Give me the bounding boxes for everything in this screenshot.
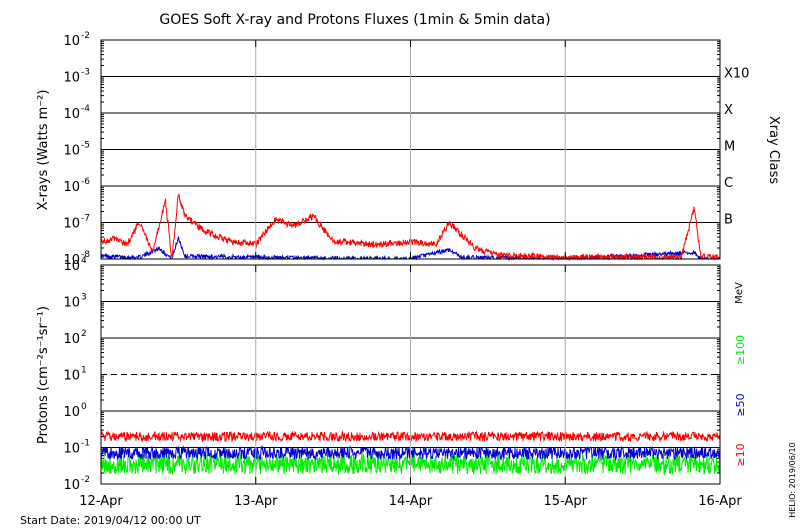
xray-panel: 10-210-310-410-510-610-710-8 X-rays (Wat…	[36, 31, 781, 268]
proton-y-tick-label: 10	[63, 478, 80, 493]
proton-y-tick-exponent: 3	[81, 293, 87, 303]
xray-y-tick-labels: 10-210-310-410-510-610-710-8	[63, 31, 90, 268]
proton-y-tick-label: 10	[63, 405, 80, 420]
xray-y-tick-exponent: -3	[81, 68, 90, 78]
xray-y-tick-exponent: -4	[81, 104, 90, 114]
proton-gridlines	[101, 264, 720, 485]
xray-class-labels: X10 X M C B	[724, 66, 749, 227]
proton-y-tick-exponent: -2	[81, 475, 90, 485]
proton-y-tick-label: 10	[63, 369, 80, 384]
proton-y-tick-exponent: 2	[81, 329, 87, 339]
xray-class-label: M	[724, 139, 735, 154]
xray-y-tick-label: 10	[63, 217, 80, 232]
xray-y-tick-exponent: -6	[81, 177, 90, 187]
proton-energy-labels: ≥100 ≥50 ≥10	[734, 335, 747, 467]
xray-y-tick-exponent: -2	[81, 31, 90, 41]
proton-y-tick-label: 10	[63, 259, 80, 274]
proton-y-tick-exponent: -1	[81, 439, 90, 449]
xray-y-tick-label: 10	[63, 107, 80, 122]
x-tick-label: 13-Apr	[234, 494, 278, 509]
proton-y-tick-exponent: 1	[81, 366, 87, 376]
xray-y-tick-exponent: -5	[81, 141, 90, 151]
xray-y-tick-label: 10	[63, 34, 80, 49]
proton-y-tick-exponent: 0	[81, 402, 87, 412]
proton-energy-label: ≥100	[734, 335, 747, 365]
xray-y-tick-label: 10	[63, 144, 80, 159]
proton-y-tick-label: 10	[63, 296, 80, 311]
xray-y-tick-exponent: -8	[81, 250, 90, 260]
xray-y-tick-exponent: -7	[81, 214, 90, 224]
proton-y-tick-label: 10	[63, 332, 80, 347]
proton-y-tick-label: 10	[63, 442, 80, 457]
start-date-label: Start Date: 2019/04/12 00:00 UT	[20, 514, 201, 527]
proton-energy-label: ≥50	[734, 393, 747, 416]
xray-y-tick-label: 10	[63, 180, 80, 195]
proton-energy-label: ≥10	[734, 443, 747, 466]
xray-class-label: B	[724, 212, 733, 227]
x-tick-label: 14-Apr	[389, 494, 433, 509]
x-tick-label: 12-Apr	[79, 494, 123, 509]
x-tick-label: 15-Apr	[544, 494, 588, 509]
proton-y-axis-label: Protons (cm⁻²s⁻¹sr⁻¹)	[36, 306, 51, 444]
proton-unit-label: MeV	[734, 282, 745, 304]
credit-label: HELIO: 2019/06/10	[788, 442, 797, 517]
xray-class-label: X10	[724, 66, 749, 81]
xray-class-label: C	[724, 176, 733, 191]
chart-title: GOES Soft X-ray and Protons Fluxes (1min…	[159, 12, 550, 28]
xray-y-axis-label: X-rays (Watts m⁻²)	[36, 90, 51, 211]
xray-y-tick-label: 10	[63, 71, 80, 86]
xray-class-axis-title: Xray Class	[766, 116, 781, 184]
x-tick-label: 16-Apr	[698, 494, 742, 509]
x-axis-ticks: 12-Apr 13-Apr 14-Apr 15-Apr 16-Apr	[79, 40, 742, 509]
xray-y-tick-label: 10	[63, 253, 80, 268]
xray-class-label: X	[724, 103, 733, 118]
proton-y-tick-exponent: 4	[81, 256, 87, 266]
